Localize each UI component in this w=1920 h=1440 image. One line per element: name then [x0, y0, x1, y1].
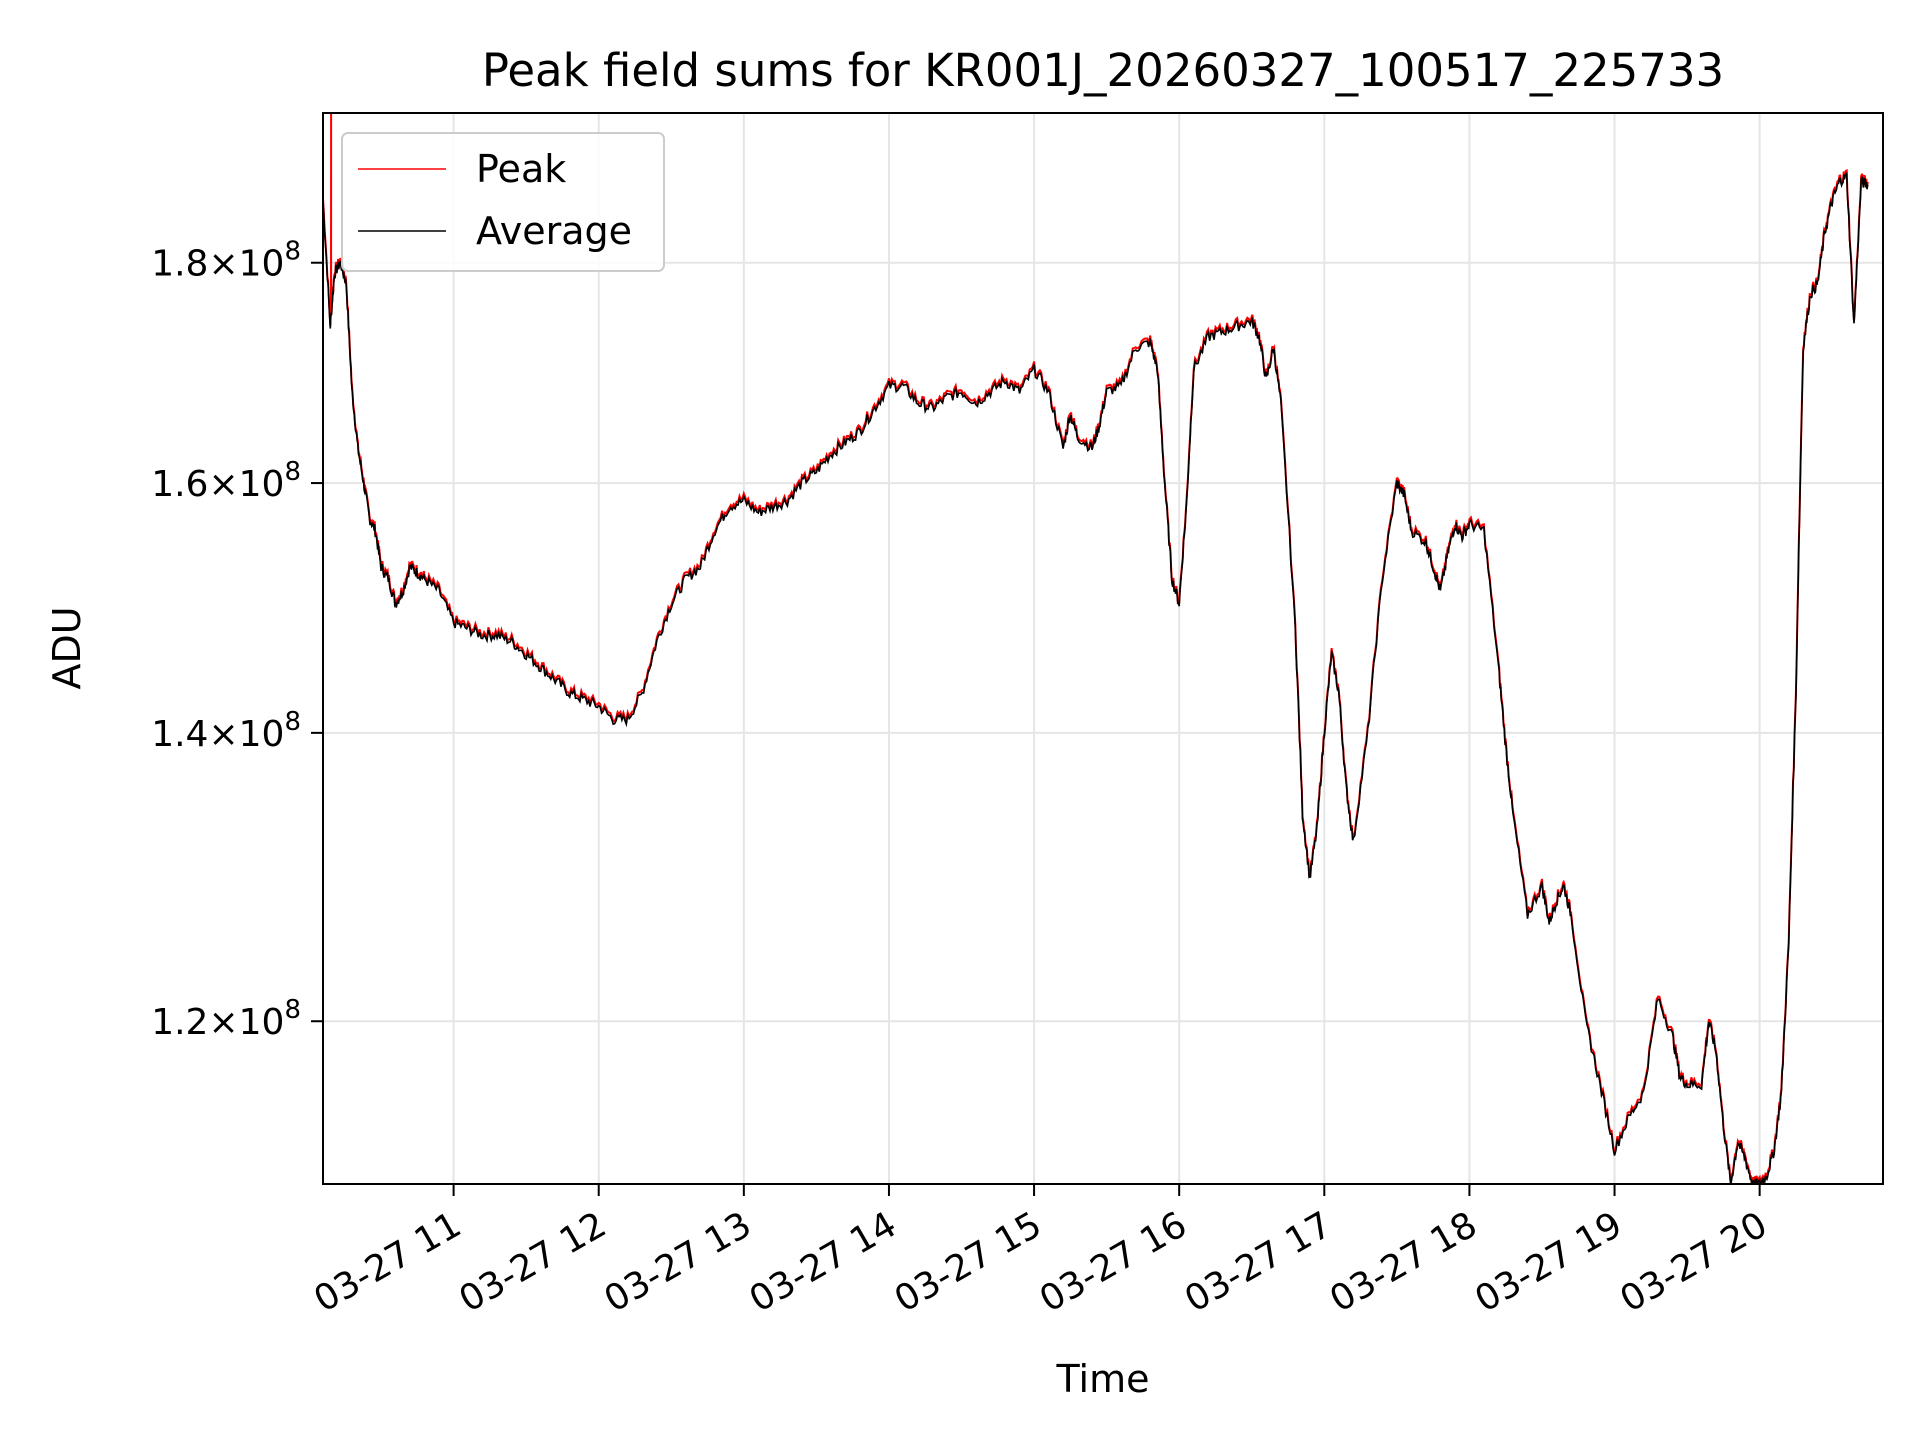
plot-frame [322, 112, 1884, 1185]
y-tick-exponent: 8 [284, 707, 301, 737]
series-line-average [323, 172, 1869, 1184]
legend: Peak Average [341, 132, 665, 272]
y-tick-label: 1.2×108 [151, 995, 301, 1043]
y-tick-mantissa: 1.2 [151, 1002, 208, 1043]
y-tick-label: 1.8×108 [151, 237, 301, 285]
x-axis-label: Time [1056, 1357, 1150, 1401]
legend-box [341, 132, 665, 272]
y-tick-mantissa: 1.4 [151, 714, 208, 755]
y-tick-exponent: 8 [284, 457, 301, 487]
legend-label-average: Average [476, 209, 632, 253]
y-tick-label: 1.6×108 [151, 457, 301, 505]
y-axis: 1.2×108 1.4×108 1.6×108 1.8×108 [151, 237, 323, 1043]
y-tick-exponent: 8 [284, 995, 301, 1025]
y-tick-label: 1.4×108 [151, 707, 301, 755]
series-layer [323, 113, 1869, 1184]
y-tick-mantissa: 1.6 [151, 464, 208, 505]
legend-label-peak: Peak [476, 147, 566, 191]
y-tick-exponent: 8 [284, 237, 301, 267]
chart-title: Peak field sums for KR001J_20260327_1005… [482, 44, 1724, 97]
y-tick-mantissa: 1.8 [151, 244, 208, 285]
y-axis-label: ADU [45, 606, 89, 689]
grid [323, 113, 1883, 1184]
